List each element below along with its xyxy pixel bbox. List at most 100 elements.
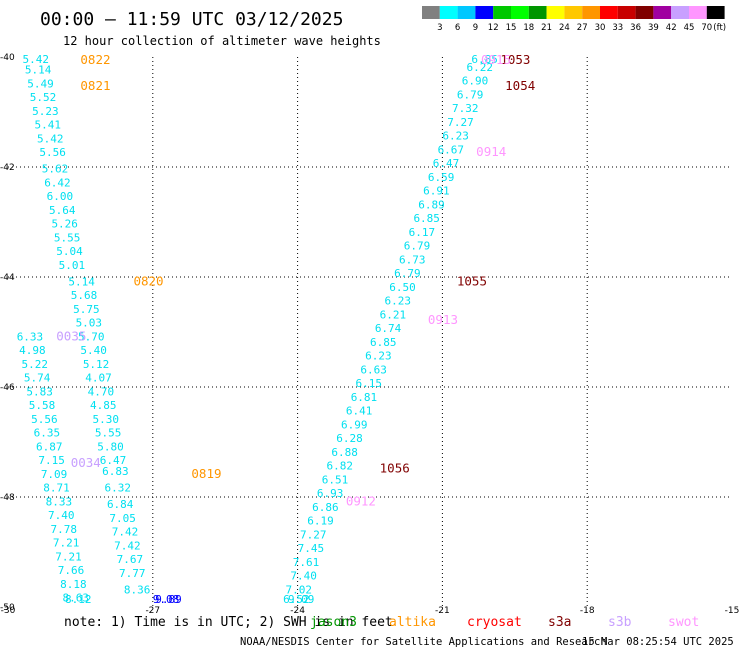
wave-height-label: 6.81 <box>351 391 378 404</box>
y-tick-label: -44 <box>0 273 15 283</box>
pass-label: 0819 <box>191 466 221 481</box>
wave-height-label: 6.35 <box>34 427 61 440</box>
wave-height-label: 6.90 <box>462 75 489 88</box>
colorbar-label: 9 <box>473 23 478 33</box>
wave-height-label: 6.21 <box>380 308 407 321</box>
wave-height-label: 6.59 <box>428 171 455 184</box>
colorbar-label: 24 <box>559 23 570 33</box>
x-tick-label: -27 <box>145 606 160 616</box>
wave-height-label: 6.85 <box>471 53 498 66</box>
wave-height-label: 7.27 <box>447 116 474 129</box>
pass-label: 0034 <box>71 455 101 470</box>
wave-height-label: 6.85 <box>413 212 440 225</box>
wave-height-label: 7.42 <box>112 526 139 539</box>
wave-height-label: 6.85 <box>370 336 397 349</box>
wave-height-label: 5.68 <box>71 289 98 302</box>
wave-height-label: 6.22 <box>467 61 494 74</box>
wave-height-label: 6.17 <box>409 226 436 239</box>
x-tick-label: -15 <box>725 606 740 616</box>
wave-height-label: 5.83 <box>26 385 52 398</box>
wave-height-label: 6.50 <box>389 281 416 294</box>
colorbar-swatch <box>439 6 458 19</box>
wave-height-label: 5.03 <box>76 317 103 330</box>
wave-height-label: 9.08 <box>153 593 180 606</box>
y-tick-label: -46 <box>0 383 15 393</box>
wave-height-label: 7.61 <box>293 556 320 569</box>
x-tick-label: -24 <box>290 606 305 616</box>
wave-height-label: 7.32 <box>452 102 479 115</box>
wave-height-label: 6.79 <box>394 267 421 280</box>
wave-height-label: 7.15 <box>38 454 65 467</box>
wave-height-label: 5.55 <box>54 231 81 244</box>
wave-height-label: 8.33 <box>46 495 72 508</box>
wave-height-label: 5.14 <box>68 275 95 288</box>
wave-height-label: 5.42 <box>37 132 64 145</box>
colorbar-swatch <box>511 6 529 19</box>
pass-label: 1056 <box>380 460 410 475</box>
wave-height-label: 6.82 <box>327 460 354 473</box>
colorbar-swatch <box>653 6 672 19</box>
satellite-legend-item: jason3 <box>310 615 357 630</box>
pass-label: 1055 <box>457 273 487 288</box>
wave-height-label: 5.56 <box>31 413 58 426</box>
wave-height-label: 4.07 <box>85 372 112 385</box>
wave-height-label: 7.27 <box>300 528 327 541</box>
colorbar-swatch <box>635 6 654 19</box>
colorbar-swatch <box>422 6 440 19</box>
colorbar-label: 45 <box>684 23 695 33</box>
satellite-legend-item: s3a <box>548 615 571 630</box>
wave-height-label: 7.67 <box>117 553 144 566</box>
wave-height-label: 6.47 <box>433 157 460 170</box>
wave-height-label: 8.36 <box>124 583 151 596</box>
colorbar-label: 33 <box>612 23 623 33</box>
wave-height-label: 6.47 <box>100 454 127 467</box>
wave-height-label: 5.26 <box>51 218 78 231</box>
wave-height-label: 5.42 <box>22 53 49 66</box>
wave-height-label: 8.71 <box>43 482 70 495</box>
wave-height-label: 6.86 <box>312 501 339 514</box>
y-tick-label: -42 <box>0 163 15 173</box>
colorbar-swatch <box>582 6 600 19</box>
wave-height-label: 5.75 <box>73 303 100 316</box>
y-tick-label: -48 <box>0 493 15 503</box>
wave-height-label: 7.21 <box>55 550 81 563</box>
colorbar-swatch <box>475 6 494 19</box>
wave-height-label: 7.78 <box>50 523 77 536</box>
wave-height-label: 6.89 <box>418 198 445 211</box>
wave-height-label: 5.80 <box>97 440 124 453</box>
plot-area: -30 -27 -24 -21 -18 -15 -40 -42 -44 -46 -48 -50 <box>0 53 739 616</box>
wave-height-label: 6.42 <box>44 176 70 189</box>
wave-height-label: 6.23 <box>384 295 411 308</box>
pass-label: 0915 <box>481 52 511 67</box>
colorbar-label: 27 <box>577 23 588 33</box>
colorbar-unit: (ft) <box>713 23 726 33</box>
satellite-legend-item: altika <box>389 615 436 630</box>
wave-height-label: 7.66 <box>58 564 85 577</box>
footnote: note: 1) Time is in UTC; 2) SWH is in fe… <box>64 615 393 630</box>
wave-height-label: 4.98 <box>19 344 46 357</box>
wave-height-label: 7.09 <box>41 468 68 481</box>
wave-height-label: 6.88 <box>331 446 358 459</box>
wave-height-label: 5.62 <box>42 163 69 176</box>
colorbar-label: 15 <box>506 23 517 33</box>
wave-height-label: 6.00 <box>47 190 74 203</box>
data-marks: 5.425.145.495.525.235.415.425.565.626.42… <box>17 52 536 606</box>
wave-height-label: 5.04 <box>56 245 83 258</box>
wave-height-label: 8.12 <box>65 593 92 606</box>
wave-height-label: 6.79 <box>404 240 431 253</box>
wave-height-label: 6.23 <box>442 130 469 143</box>
wave-height-label: 6.73 <box>399 253 426 266</box>
x-tick-label: -18 <box>580 606 595 616</box>
colorbar-label: 70 <box>701 23 712 33</box>
wave-height-label: 5.40 <box>80 344 107 357</box>
satellite-legend: jason3 altika cryosat s3a s3b swot <box>310 615 699 630</box>
wave-height-label: 7.02 <box>286 583 313 596</box>
wave-height-label: 6.74 <box>375 322 402 335</box>
pass-label: 0821 <box>80 78 110 93</box>
colorbar-label: 18 <box>523 23 534 33</box>
wave-height-label: 6.91 <box>423 185 450 198</box>
wave-height-label: 6.19 <box>307 515 334 528</box>
wave-height-label: 7.40 <box>290 570 317 583</box>
wave-height-label: 4.70 <box>88 385 115 398</box>
